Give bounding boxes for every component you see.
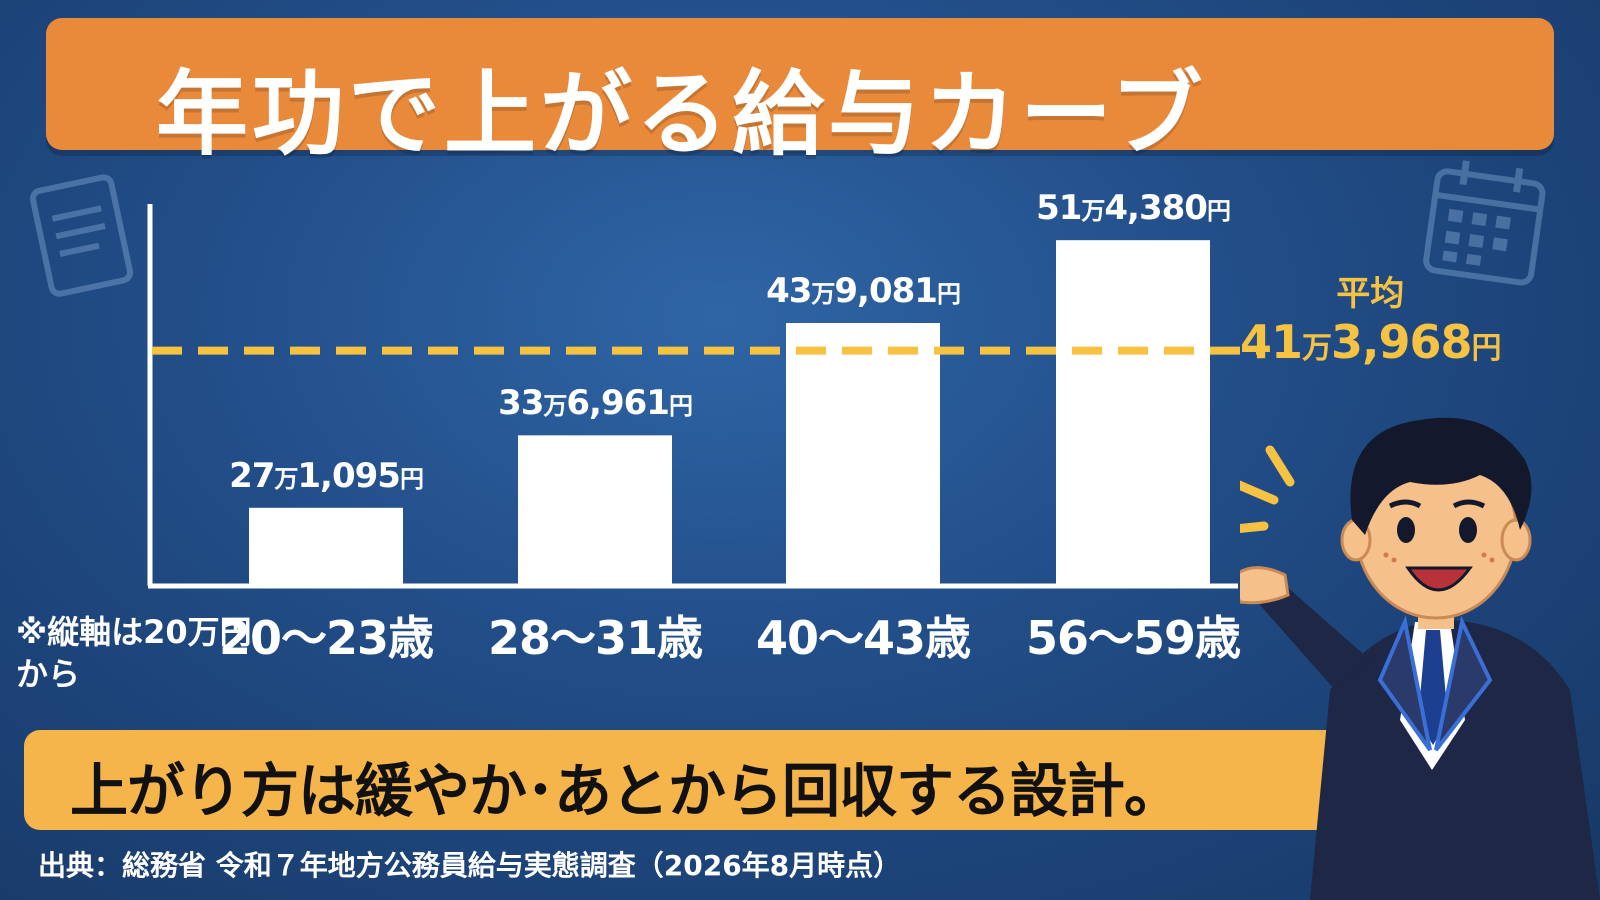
page-title: 年功で上がる給与カーブ <box>156 61 1207 168</box>
category-label: 28～31歳 <box>487 611 703 665</box>
presenter-illustration <box>1240 417 1600 900</box>
bar-value-label: 51万4,380円 <box>1036 188 1231 229</box>
bar-value-label: 27万1,095円 <box>229 455 424 496</box>
category-label: 40～43歳 <box>755 611 971 665</box>
document-icon <box>29 174 134 297</box>
bar <box>786 323 940 584</box>
bar-value-label: 43万9,081円 <box>766 271 961 311</box>
source-citation: 出典：総務省 令和７年地方公務員給与実態調査（2026年8月時点） <box>38 849 902 882</box>
category-label: 56～59歳 <box>1025 611 1241 665</box>
summary-text: 上がり方は緩やか･あとから回収する設計。 <box>70 757 1182 825</box>
bar <box>1056 240 1210 584</box>
average-value: 41万3,968円 <box>1240 315 1502 369</box>
average-annotation: 平均 41万3,968円 <box>1240 266 1502 369</box>
bar-value-label: 33万6,961円 <box>498 383 693 424</box>
title-banner: 年功で上がる給与カーブ <box>46 18 1554 168</box>
axis-note: ※縦軸は20万円から <box>16 613 252 693</box>
average-title: 平均 <box>1336 274 1405 314</box>
calendar-icon <box>1423 160 1546 286</box>
bar <box>518 435 672 584</box>
bar <box>249 507 403 584</box>
summary-banner: 上がり方は緩やか･あとから回収する設計。 <box>24 730 1382 830</box>
category-label: 20～23歳 <box>218 611 434 665</box>
